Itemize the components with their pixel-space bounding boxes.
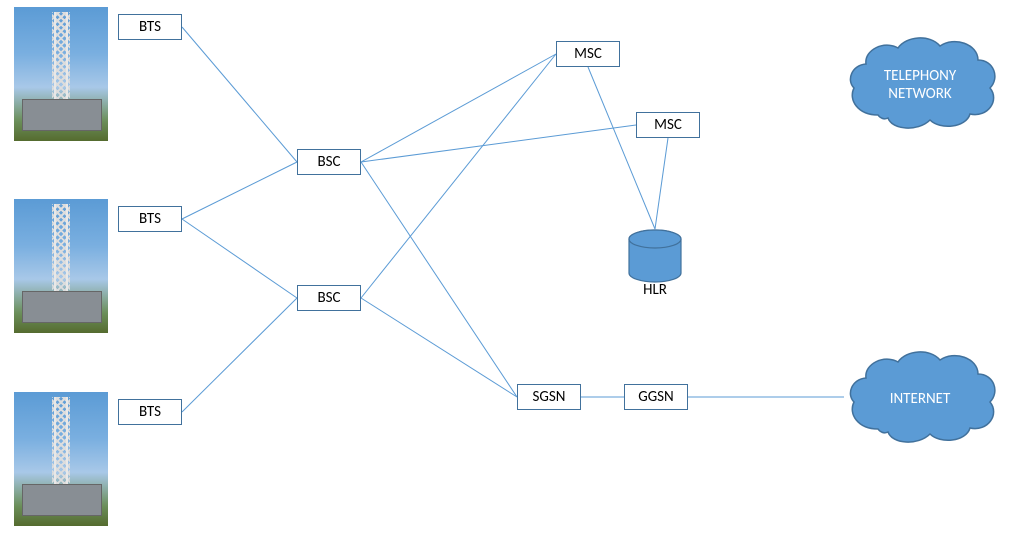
node-label: BTS <box>139 403 161 421</box>
node-sgsn: SGSN <box>517 384 581 410</box>
cloud-internet: INTERNET <box>840 344 1000 454</box>
node-bsc: BSC <box>297 285 361 311</box>
node-label: BSC <box>317 153 340 171</box>
node-msc: MSC <box>556 41 620 67</box>
cloud-label: TELEPHONYNETWORK <box>884 67 956 103</box>
tower-image <box>14 392 108 526</box>
node-label: HLR <box>643 281 667 299</box>
node-label: BTS <box>139 18 161 36</box>
node-bts: BTS <box>118 14 182 40</box>
node-label: BTS <box>139 210 161 228</box>
cloud-telephony: TELEPHONYNETWORK <box>840 30 1000 140</box>
node-ggsn: GGSN <box>624 384 688 410</box>
node-bts: BTS <box>118 399 182 425</box>
tower-image <box>14 199 108 333</box>
node-label: SGSN <box>533 388 566 406</box>
node-hlr: HLR <box>627 229 683 297</box>
node-msc: MSC <box>636 112 700 138</box>
node-bsc: BSC <box>297 149 361 175</box>
node-bts: BTS <box>118 206 182 232</box>
tower-image <box>14 7 108 141</box>
node-label: GGSN <box>638 388 674 406</box>
node-label: BSC <box>317 289 340 307</box>
node-label: MSC <box>574 45 602 63</box>
node-label: MSC <box>654 116 682 134</box>
cloud-label: INTERNET <box>890 390 951 408</box>
